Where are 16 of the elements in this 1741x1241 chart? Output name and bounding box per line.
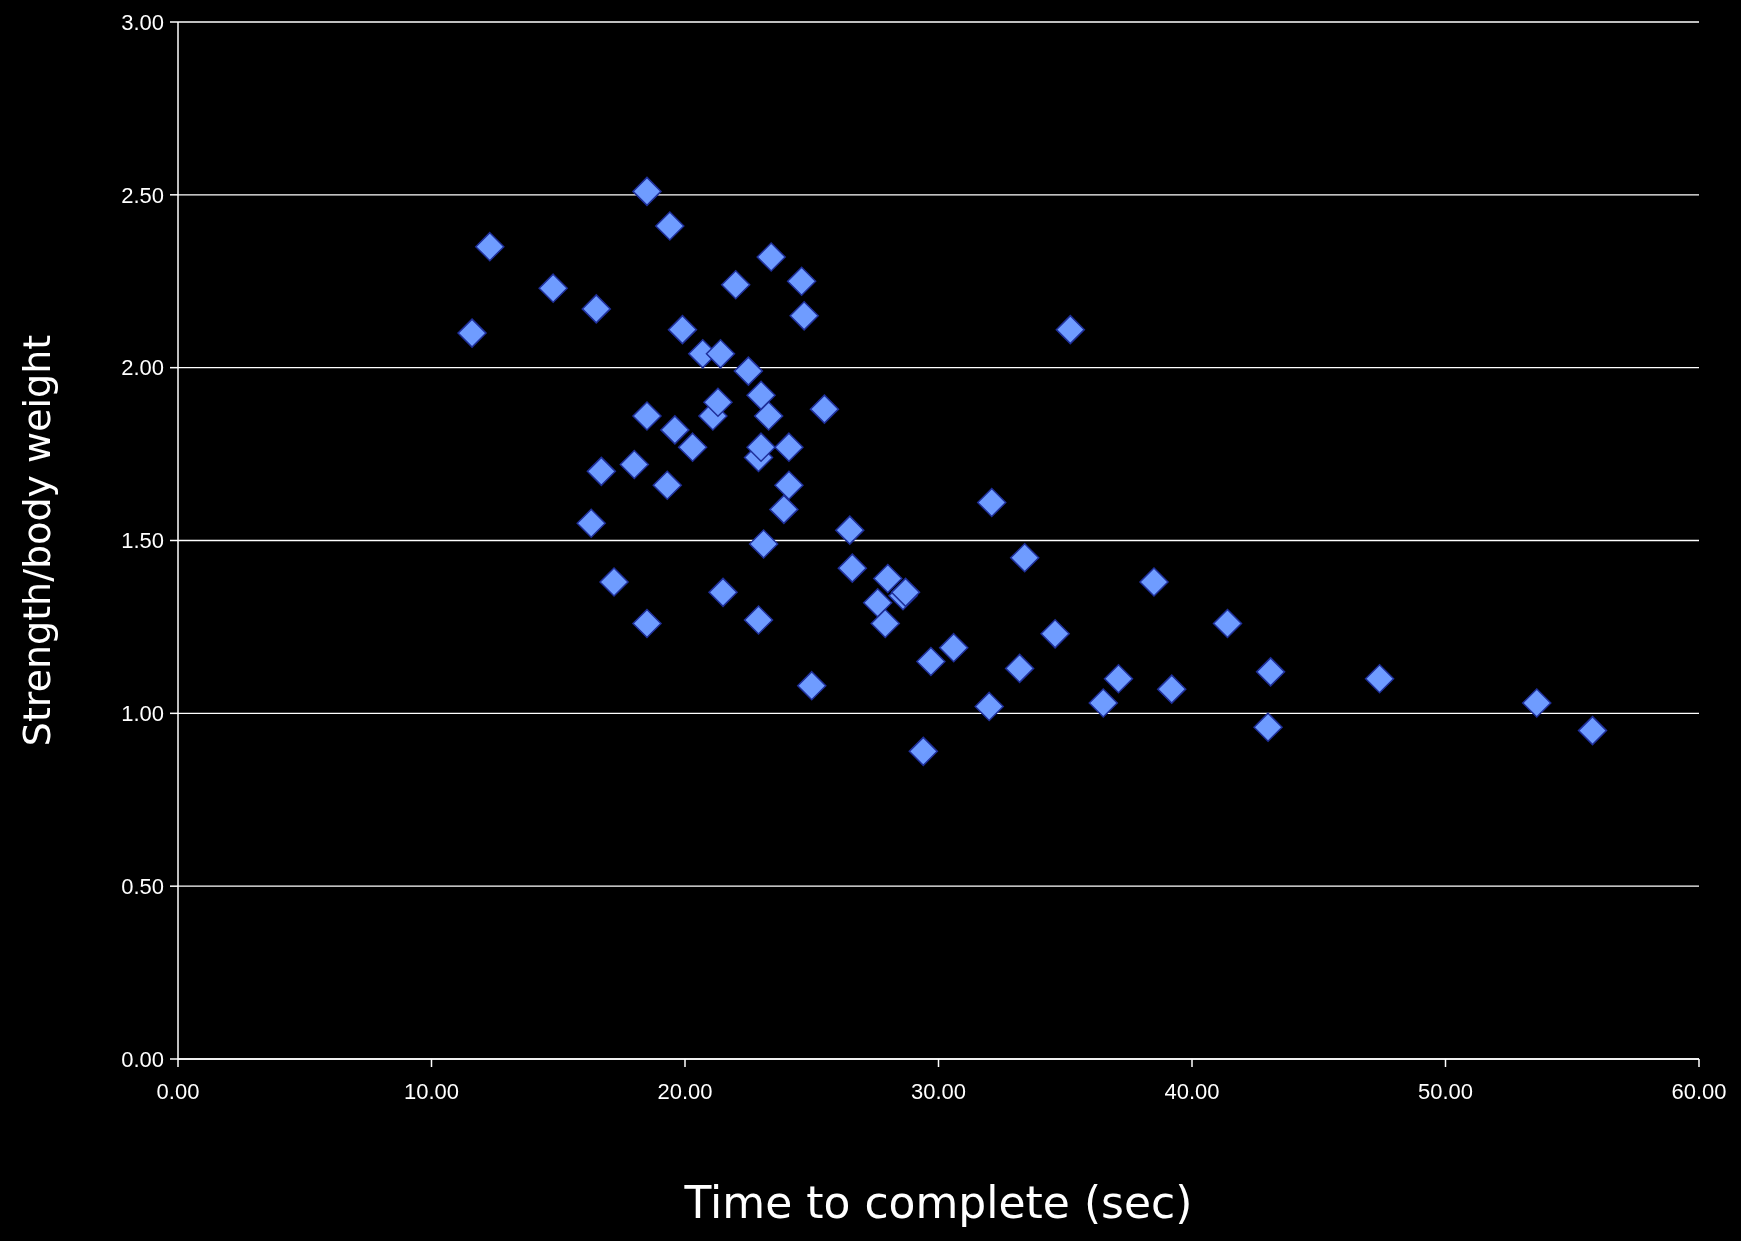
y-tick-label: 3.00 [121, 9, 164, 35]
y-tick-label: 0.00 [121, 1046, 164, 1072]
y-tick-label: 2.50 [121, 182, 164, 208]
x-tick-label: 20.00 [657, 1079, 713, 1104]
y-axis-title: Strength/body weight [15, 334, 59, 747]
x-tick-label: 10.00 [403, 1079, 460, 1104]
x-tick-label: 30.00 [910, 1079, 967, 1104]
x-tick-label: 50.00 [1417, 1079, 1474, 1104]
x-tick-label: 40.00 [1164, 1079, 1220, 1104]
y-tick-label: 0.50 [121, 873, 164, 899]
x-tick-label: 60.00 [1671, 1079, 1727, 1104]
y-tick-label: 1.50 [121, 528, 164, 554]
y-tick-label: 1.00 [121, 701, 164, 727]
x-tick-label: 0.00 [156, 1079, 200, 1104]
y-tick-label: 2.00 [121, 355, 164, 381]
x-axis-title: Time to complete (sec) [683, 1177, 1193, 1228]
